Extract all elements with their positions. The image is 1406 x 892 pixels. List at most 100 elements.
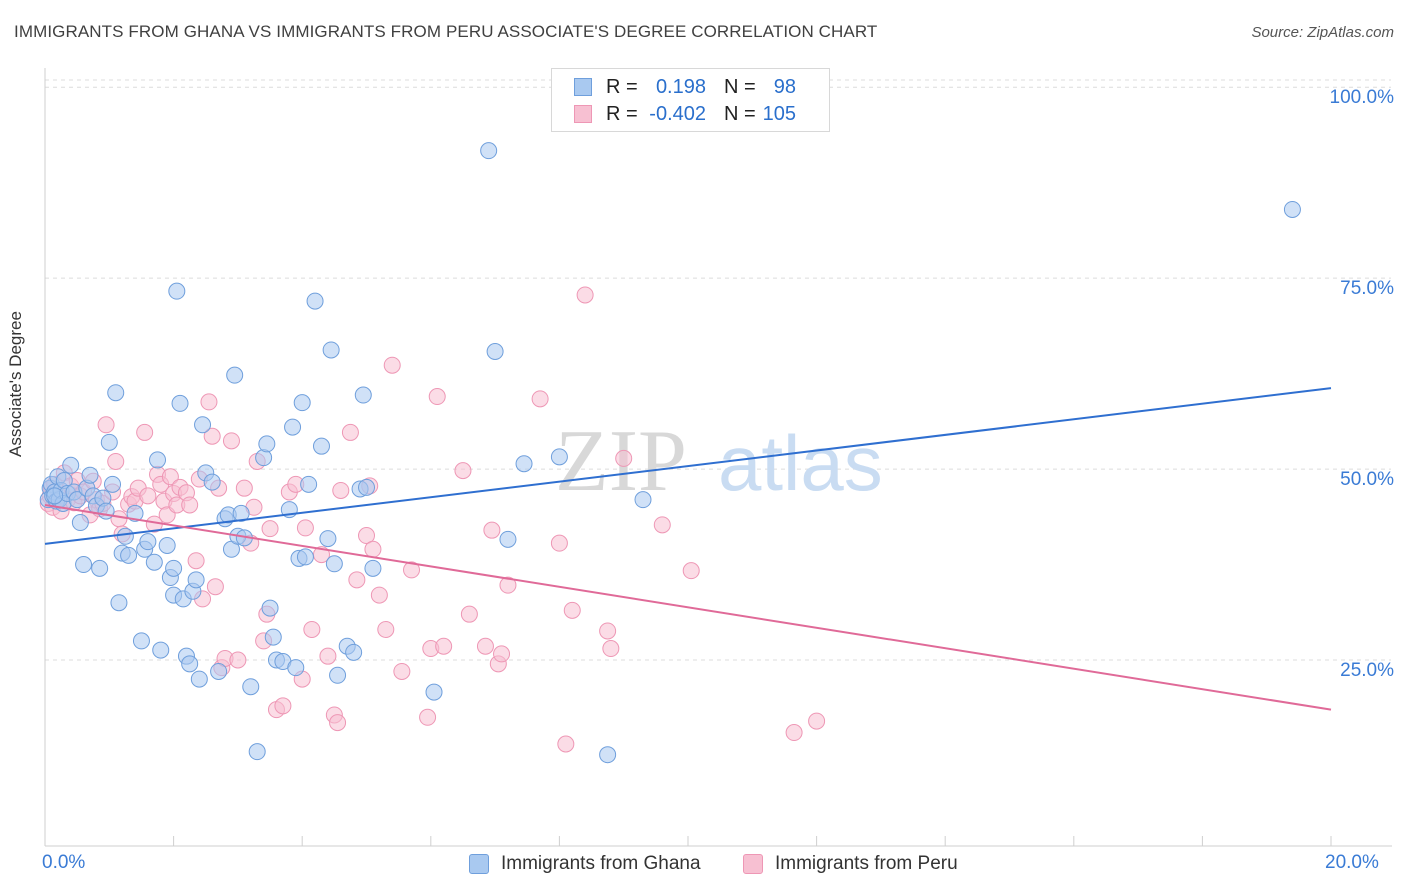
peru-point — [229, 651, 247, 669]
ghana-point — [364, 559, 382, 577]
peru-point — [332, 481, 350, 499]
ghana-point — [116, 527, 134, 545]
ghana-point — [107, 384, 125, 402]
peru-point — [403, 561, 421, 579]
watermark-atlas: atlas — [718, 419, 883, 507]
ghana-point — [171, 394, 189, 412]
ghana-point — [258, 435, 276, 453]
ghana-point — [345, 643, 363, 661]
ghana-point — [100, 433, 118, 451]
peru-point — [203, 427, 221, 445]
peru-point — [531, 390, 549, 408]
peru-point — [454, 462, 472, 480]
peru-point — [419, 708, 437, 726]
ghana-point — [120, 546, 138, 564]
peru-point — [181, 496, 199, 514]
ghana-point — [425, 683, 443, 701]
peru-point — [358, 527, 375, 545]
peru-point — [187, 552, 205, 570]
y-tick-25: 25.0% — [1340, 660, 1394, 681]
r-label: R = — [606, 102, 638, 125]
y-axis-label: Associate's Degree — [6, 311, 25, 457]
ghana-trend-line — [44, 387, 1332, 545]
ghana-point — [242, 678, 260, 696]
peru-point — [557, 735, 575, 753]
y-tick-50: 50.0% — [1340, 469, 1394, 490]
legend-row-ghana: R = 0.198 N = 98 — [574, 75, 796, 99]
peru-point — [808, 712, 826, 730]
ghana-point — [293, 394, 311, 412]
ghana-point — [550, 448, 568, 466]
peru-point — [364, 540, 382, 558]
ghana-point — [319, 530, 337, 548]
ghana-point — [634, 491, 652, 509]
peru-point — [296, 519, 314, 537]
peru-point — [615, 449, 633, 467]
ghana-point — [190, 670, 208, 688]
peru-point — [139, 487, 157, 505]
ghana-point — [194, 416, 212, 434]
peru-point — [476, 637, 494, 655]
peru-point — [428, 388, 446, 406]
source-label: Source: ZipAtlas.com — [1251, 24, 1394, 41]
n-label: N = — [724, 75, 756, 98]
peru-point — [200, 393, 218, 411]
ghana-point — [46, 487, 64, 505]
peru-point — [383, 356, 401, 374]
peru-point — [493, 645, 511, 663]
peru-point — [235, 479, 253, 497]
peru-point — [393, 662, 411, 680]
legend-row-peru: R = -0.402 N = 105 — [574, 102, 796, 126]
ghana-point — [97, 502, 115, 520]
peru-point — [341, 423, 359, 441]
legend-item-peru[interactable]: Immigrants from Peru — [743, 852, 958, 876]
ghana-point — [264, 628, 282, 646]
ghana-point — [149, 451, 167, 469]
ghana-point — [75, 556, 93, 574]
peru-point — [653, 516, 671, 534]
r-value-ghana: 0.198 — [655, 75, 706, 98]
ghana-point — [139, 533, 157, 551]
peru-legend-label: Immigrants from Peru — [775, 853, 958, 874]
ghana-point — [226, 366, 244, 384]
peru-point — [274, 697, 292, 715]
legend-item-ghana[interactable]: Immigrants from Ghana — [469, 852, 701, 876]
correlation-legend: R = 0.198 N = 98 R = -0.402 N = 105 — [551, 68, 830, 132]
ghana-point — [329, 666, 347, 684]
ghana-point — [486, 342, 504, 360]
ghana-point — [165, 559, 183, 577]
ghana-point — [181, 655, 199, 673]
peru-point — [348, 571, 366, 589]
peru-point — [576, 286, 594, 304]
peru-point — [222, 432, 240, 450]
ghana-point — [515, 455, 533, 473]
ghana-point — [287, 659, 305, 677]
peru-point — [499, 576, 517, 594]
x-tick-min: 0.0% — [42, 852, 86, 873]
y-tick-100: 100.0% — [1329, 87, 1394, 108]
peru-point — [303, 620, 321, 638]
n-value-ghana: 98 — [773, 75, 796, 98]
ghana-point — [354, 386, 372, 404]
ghana-point — [158, 536, 176, 554]
axes — [44, 68, 1392, 847]
r-value-peru: -0.402 — [649, 102, 706, 125]
series-ghana-points — [39, 142, 1301, 764]
ghana-legend-swatch — [469, 854, 489, 874]
ghana-point — [599, 746, 617, 764]
ghana-point — [480, 142, 498, 160]
ghana-point — [248, 743, 266, 761]
ghana-point — [232, 504, 250, 522]
peru-point — [599, 622, 617, 640]
peru-point — [435, 637, 453, 655]
ghana-point — [126, 504, 144, 522]
ghana-point — [1283, 200, 1301, 218]
ghana-point — [62, 456, 80, 474]
ghana-point — [312, 437, 330, 455]
ghana-point — [296, 548, 314, 566]
peru-point — [136, 423, 154, 441]
ghana-point — [68, 491, 86, 509]
ghana-point — [187, 571, 205, 589]
ghana-legend-label: Immigrants from Ghana — [501, 853, 701, 874]
